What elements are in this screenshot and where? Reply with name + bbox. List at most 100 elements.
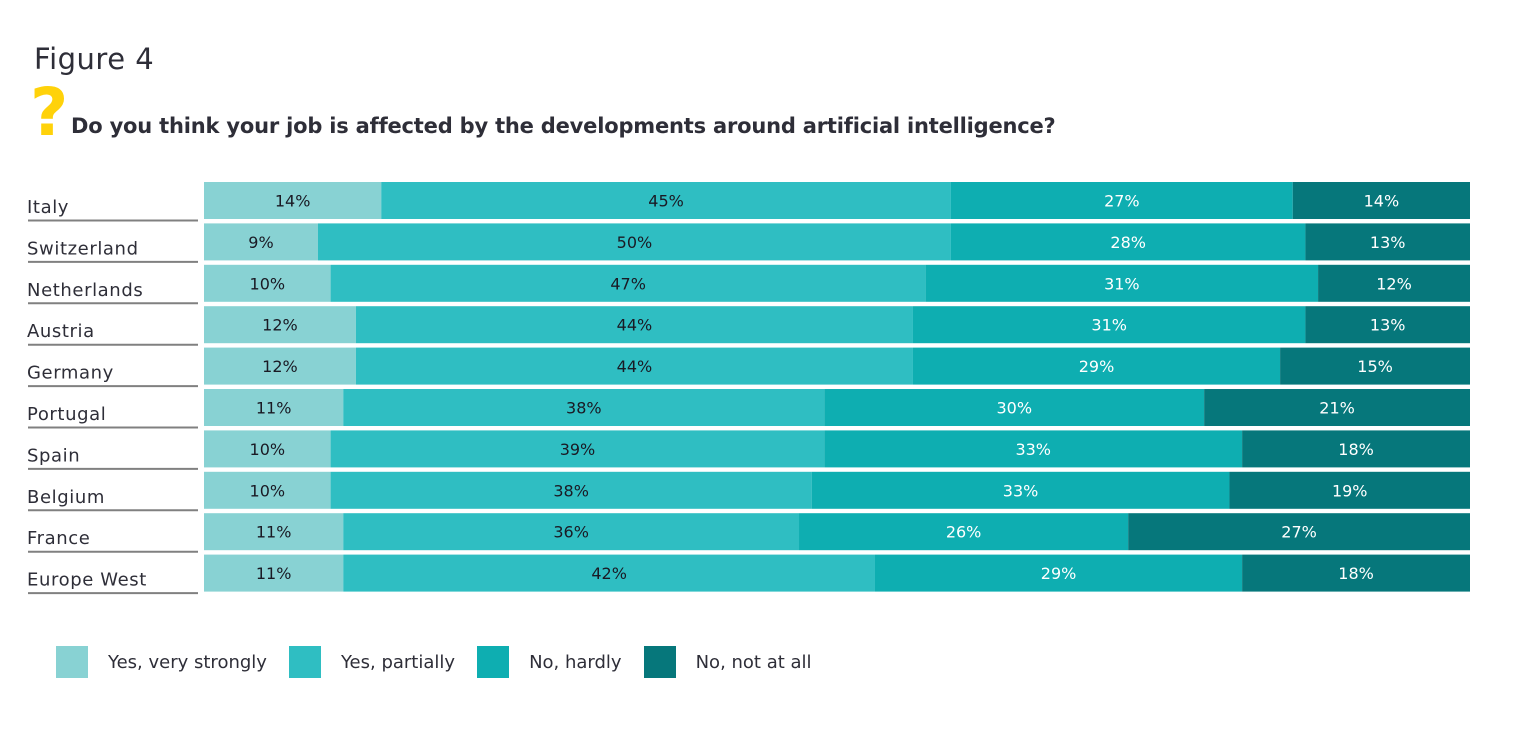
bar-segment-no-not-at-all bbox=[1229, 471, 1470, 509]
data-label: 31% bbox=[1104, 274, 1140, 293]
data-label: 12% bbox=[262, 357, 298, 376]
bar-segment-yes-partially bbox=[330, 430, 825, 468]
category-label: Spain bbox=[27, 445, 80, 466]
category-label: Switzerland bbox=[27, 238, 139, 259]
legend-item: Yes, very strongly bbox=[56, 646, 267, 678]
data-label: 11% bbox=[256, 523, 292, 542]
bar-segment-yes-very-strongly bbox=[204, 223, 318, 261]
question-mark-icon: ? bbox=[30, 74, 69, 151]
data-label: 33% bbox=[1015, 440, 1051, 459]
bar-segment-no-not-at-all bbox=[1128, 513, 1470, 551]
bar-segment-no-hardly bbox=[925, 264, 1319, 302]
bar-segment-no-hardly bbox=[950, 223, 1306, 261]
bar-segment-no-hardly bbox=[950, 182, 1293, 219]
bar-segment-yes-partially bbox=[381, 182, 951, 219]
bar-row: France 11% 36% 26% 27% bbox=[27, 513, 1470, 553]
data-label: 30% bbox=[996, 399, 1032, 418]
data-label: 29% bbox=[1041, 564, 1077, 583]
category-label: Netherlands bbox=[27, 280, 143, 301]
bar-segment-no-not-at-all bbox=[1305, 306, 1470, 344]
bar-row: Europe West 11% 42% 29% 18% bbox=[27, 554, 1470, 595]
legend-swatch bbox=[643, 646, 676, 678]
bar-segment-no-hardly bbox=[912, 347, 1281, 385]
bar-segment-no-hardly bbox=[912, 306, 1306, 344]
bar-segment-yes-partially bbox=[330, 471, 812, 509]
data-label: 39% bbox=[560, 440, 596, 459]
bar-row: Spain 10% 39% 33% 18% bbox=[27, 430, 1470, 470]
data-label: 11% bbox=[256, 564, 292, 583]
data-label: 26% bbox=[946, 523, 982, 542]
bar-segment-yes-very-strongly bbox=[204, 347, 356, 385]
data-label: 14% bbox=[275, 192, 311, 211]
bar-segment-yes-partially bbox=[317, 223, 951, 261]
data-label: 10% bbox=[250, 274, 286, 293]
data-label: 38% bbox=[553, 481, 589, 500]
data-label: 19% bbox=[1332, 481, 1368, 500]
bar-segment-no-not-at-all bbox=[1242, 554, 1470, 592]
data-label: 21% bbox=[1319, 399, 1355, 418]
category-label: Italy bbox=[27, 197, 69, 218]
data-label: 45% bbox=[648, 192, 684, 211]
data-label: 27% bbox=[1281, 523, 1317, 542]
legend-swatch bbox=[288, 646, 321, 678]
data-label: 42% bbox=[591, 564, 627, 583]
bar-segment-yes-partially bbox=[343, 513, 800, 551]
data-label: 9% bbox=[248, 233, 273, 252]
bar-row: Italy 14% 45% 27% 14% bbox=[27, 182, 1470, 222]
bar-segment-yes-very-strongly bbox=[204, 182, 382, 219]
bar-segment-yes-very-strongly bbox=[204, 430, 331, 468]
data-label: 10% bbox=[250, 440, 286, 459]
legend-label: No, not at all bbox=[695, 651, 812, 673]
bar-row: Netherlands 10% 47% 31% 12% bbox=[27, 264, 1470, 305]
legend-item: Yes, partially bbox=[288, 646, 456, 678]
legend-swatch bbox=[56, 646, 88, 678]
data-label: 18% bbox=[1338, 564, 1374, 583]
bar-segment-no-not-at-all bbox=[1292, 182, 1470, 219]
bar-row: Belgium 10% 38% 33% 19% bbox=[27, 471, 1470, 512]
category-label: France bbox=[27, 528, 90, 549]
bar-segment-yes-partially bbox=[343, 389, 825, 426]
bar-segment-yes-very-strongly bbox=[204, 513, 344, 551]
data-label: 29% bbox=[1079, 357, 1115, 376]
bar-row: Germany 12% 44% 29% 15% bbox=[27, 347, 1470, 388]
data-label: 38% bbox=[566, 399, 602, 418]
legend: Yes, very strongly Yes, partially No, hard… bbox=[56, 646, 834, 678]
bar-segment-no-hardly bbox=[874, 554, 1243, 592]
data-label: 13% bbox=[1370, 233, 1406, 252]
bar-segment-no-not-at-all bbox=[1204, 389, 1470, 426]
data-label: 33% bbox=[1003, 481, 1039, 500]
bar-segment-no-hardly bbox=[824, 389, 1205, 426]
bar-segment-yes-very-strongly bbox=[204, 389, 344, 426]
stacked-bar-chart: Italy 14% 45% 27% 14% Switzerland 9% 50% 28% 13% N… bbox=[27, 182, 1470, 595]
data-label: 47% bbox=[610, 274, 646, 293]
bar-segment-no-not-at-all bbox=[1280, 347, 1470, 385]
chart-title: Do you think your job is affected by the… bbox=[71, 114, 1056, 138]
legend-label: Yes, partially bbox=[340, 651, 456, 673]
data-label: 36% bbox=[553, 523, 589, 542]
data-label: 31% bbox=[1091, 316, 1127, 335]
data-label: 18% bbox=[1338, 440, 1374, 459]
bar-segment-no-not-at-all bbox=[1305, 223, 1470, 261]
bar-segment-yes-very-strongly bbox=[204, 306, 356, 344]
legend-item: No, not at all bbox=[643, 646, 812, 678]
data-label: 12% bbox=[262, 316, 298, 335]
category-label: Europe West bbox=[27, 570, 147, 591]
category-label: Austria bbox=[27, 321, 95, 342]
bar-row: Switzerland 9% 50% 28% 13% bbox=[27, 223, 1470, 263]
data-label: 44% bbox=[617, 357, 653, 376]
data-label: 50% bbox=[617, 233, 653, 252]
data-label: 27% bbox=[1104, 192, 1140, 211]
bar-segment-no-hardly bbox=[799, 513, 1129, 551]
bar-row: Austria 12% 44% 31% 13% bbox=[27, 306, 1470, 346]
bar-segment-yes-partially bbox=[343, 554, 875, 592]
bar-row: Portugal 11% 38% 30% 21% bbox=[27, 389, 1470, 429]
figure-label: Figure 4 bbox=[34, 42, 155, 76]
bar-segment-no-hardly bbox=[811, 471, 1230, 509]
legend-item: No, hardly bbox=[477, 646, 622, 678]
bar-segment-no-not-at-all bbox=[1318, 264, 1470, 302]
data-label: 28% bbox=[1110, 233, 1146, 252]
legend-label: Yes, very strongly bbox=[108, 651, 267, 673]
bar-segment-yes-partially bbox=[355, 306, 913, 344]
data-label: 12% bbox=[1376, 274, 1412, 293]
bar-segment-yes-very-strongly bbox=[204, 264, 331, 302]
